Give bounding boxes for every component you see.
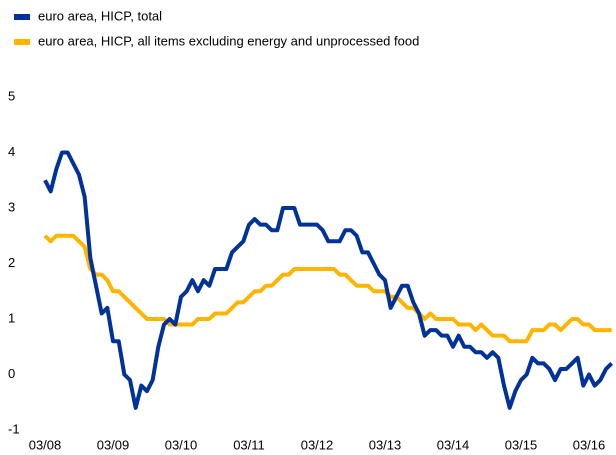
x-tick-label: 03/16 (573, 437, 606, 452)
legend-label: euro area, HICP, all items excluding ene… (38, 33, 419, 48)
legend-swatch (14, 14, 30, 20)
x-tick-label: 03/11 (233, 437, 265, 452)
x-tick-label: 03/15 (505, 437, 538, 452)
series-line (43, 233, 612, 344)
x-tick-label: 03/14 (437, 437, 470, 452)
series-line (43, 150, 614, 410)
legend-swatch (14, 39, 30, 45)
x-tick-label: 03/10 (165, 437, 198, 452)
y-tick-label: 3 (8, 199, 15, 214)
y-tick-label: 0 (8, 366, 15, 381)
x-tick-label: 03/13 (369, 437, 402, 452)
y-tick-label: 2 (8, 255, 15, 270)
x-tick-label: 03/08 (29, 437, 62, 452)
y-tick-label: 1 (8, 310, 15, 325)
y-tick-label: 4 (8, 144, 15, 159)
x-tick-label: 03/12 (301, 437, 334, 452)
y-tick-label: -1 (8, 421, 20, 436)
y-tick-label: 5 (8, 88, 15, 103)
legend-label: euro area, HICP, total (38, 8, 162, 23)
x-tick-label: 03/09 (97, 437, 130, 452)
